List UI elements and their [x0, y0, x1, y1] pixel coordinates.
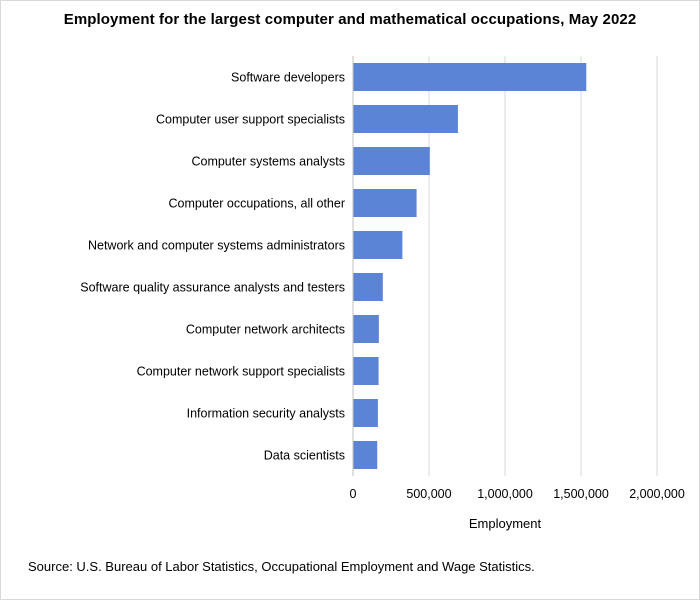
source-note: Source: U.S. Bureau of Labor Statistics,… — [28, 559, 535, 574]
bar — [353, 357, 379, 385]
x-tick-label: 2,000,000 — [629, 487, 685, 501]
bar — [353, 315, 379, 343]
category-label: Computer network support specialists — [137, 365, 345, 379]
bar — [353, 441, 378, 469]
category-label: Software developers — [231, 71, 345, 85]
x-tick-label: 0 — [350, 487, 357, 501]
bar — [353, 63, 587, 91]
category-label: Data scientists — [264, 449, 345, 463]
bar — [353, 273, 383, 301]
x-axis-title: Employment — [468, 516, 542, 531]
category-label: Computer occupations, all other — [169, 197, 345, 211]
bar — [353, 105, 458, 133]
category-label: Computer network architects — [186, 323, 345, 337]
bar — [353, 147, 430, 175]
x-tick-label: 1,000,000 — [477, 487, 533, 501]
x-tick-label: 500,000 — [406, 487, 451, 501]
chart-title: Employment for the largest computer and … — [63, 11, 637, 28]
category-label: Software quality assurance analysts and … — [80, 281, 345, 295]
x-tick-label: 1,500,000 — [553, 487, 609, 501]
bar — [353, 231, 403, 259]
category-label: Network and computer systems administrat… — [88, 239, 345, 253]
category-label: Computer systems analysts — [191, 155, 345, 169]
category-label: Information security analysts — [187, 407, 345, 421]
category-label: Computer user support specialists — [156, 113, 345, 127]
bar — [353, 189, 417, 217]
bar — [353, 399, 378, 427]
